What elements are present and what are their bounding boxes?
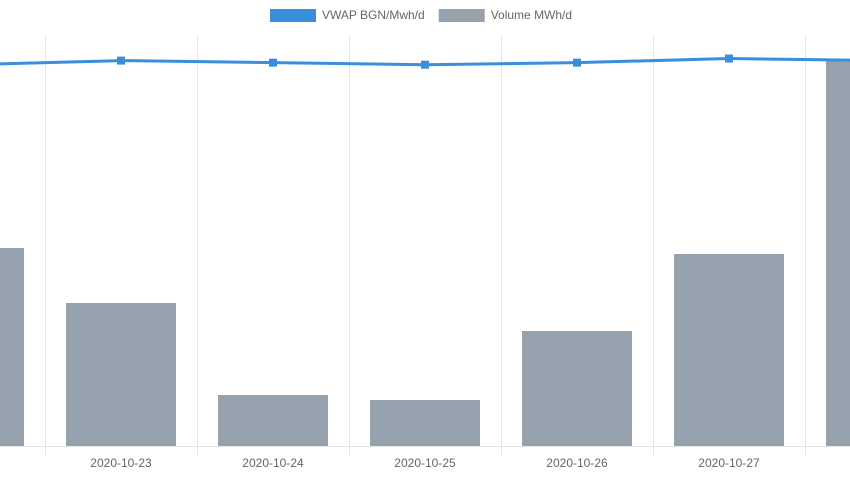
point xyxy=(725,54,733,63)
legend-label: Volume MWh/d xyxy=(491,8,572,22)
bar xyxy=(826,61,850,446)
x-tick-label: 2020-10-25 xyxy=(394,456,456,470)
point xyxy=(421,60,429,69)
bar xyxy=(370,400,480,446)
x-tick-label: 2020-10-27 xyxy=(698,456,760,470)
legend-label: VWAP BGN/Mwh/d xyxy=(322,8,425,22)
point xyxy=(269,58,277,67)
bar xyxy=(218,395,328,446)
point xyxy=(573,58,581,67)
x-tick-label: 2020-10-26 xyxy=(546,456,608,470)
point xyxy=(117,56,125,65)
x-tick-label: 2020-10-23 xyxy=(90,456,152,470)
bar xyxy=(674,254,784,446)
legend-swatch xyxy=(438,9,485,22)
bar xyxy=(66,303,176,446)
bar xyxy=(0,248,24,446)
bar xyxy=(522,331,632,446)
legend-swatch xyxy=(270,9,316,22)
x-tick-label: 2020-10-24 xyxy=(242,456,304,470)
